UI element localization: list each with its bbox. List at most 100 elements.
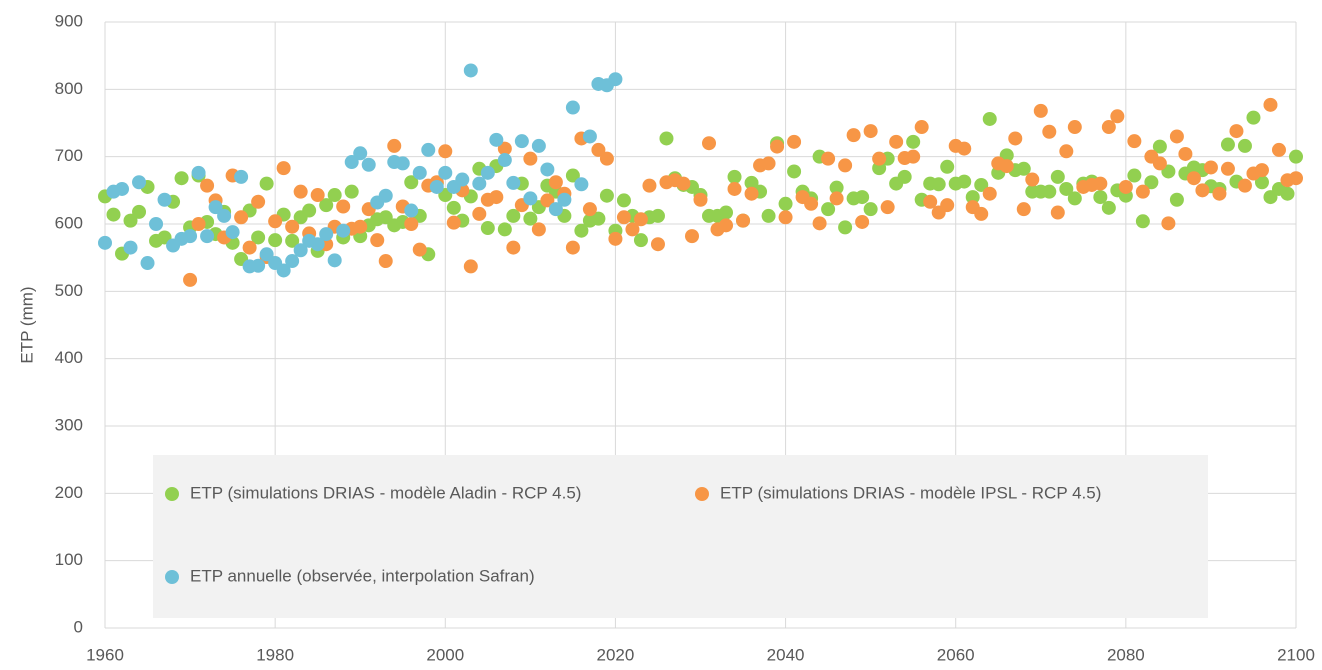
point [1127, 168, 1142, 183]
point [395, 156, 410, 171]
point [565, 168, 580, 183]
point [855, 214, 870, 229]
point [1008, 131, 1023, 146]
y-axis-label: ETP (mm) [17, 286, 36, 363]
point [446, 200, 461, 215]
point [438, 144, 453, 159]
point [353, 146, 368, 161]
point [1203, 160, 1218, 175]
legend-label: ETP (simulations DRIAS - modèle Aladin -… [190, 483, 581, 502]
point [633, 233, 648, 248]
point [174, 171, 189, 186]
point [821, 151, 836, 166]
point [1101, 120, 1116, 135]
point [497, 222, 512, 237]
point [293, 184, 308, 199]
point [906, 149, 921, 164]
point [1025, 172, 1040, 187]
point [421, 142, 436, 157]
point [132, 204, 147, 219]
point [565, 240, 580, 255]
point [940, 198, 955, 213]
point [999, 159, 1014, 174]
point [497, 141, 512, 156]
point [234, 210, 249, 225]
point [897, 169, 912, 184]
point [1144, 175, 1159, 190]
point [676, 176, 691, 191]
point [1118, 179, 1133, 194]
point [200, 229, 215, 244]
point [268, 214, 283, 229]
point [480, 165, 495, 180]
point [1237, 178, 1252, 193]
point [599, 151, 614, 166]
point [931, 177, 946, 192]
point [191, 217, 206, 231]
point [787, 164, 802, 179]
point [531, 222, 546, 237]
point [132, 175, 147, 190]
point [404, 175, 419, 190]
point [582, 129, 597, 144]
point [378, 188, 393, 203]
point [770, 139, 785, 154]
point [1271, 142, 1286, 157]
point [463, 63, 478, 78]
point [225, 225, 240, 240]
point [1093, 176, 1108, 191]
point [1033, 103, 1048, 118]
point [404, 217, 419, 231]
point [1016, 161, 1031, 176]
point [616, 193, 631, 208]
point [591, 142, 606, 157]
point [906, 134, 921, 149]
legend-label: ETP (simulations DRIAS - modèle IPSL - R… [720, 483, 1101, 502]
legend-marker [695, 487, 709, 501]
point [251, 230, 266, 245]
point [455, 172, 470, 187]
point [633, 212, 648, 227]
point [1152, 156, 1167, 171]
point [234, 169, 249, 184]
point [863, 124, 878, 139]
point [353, 219, 368, 234]
point [923, 194, 938, 209]
point [123, 240, 138, 255]
point [778, 210, 793, 225]
point [863, 202, 878, 217]
point [251, 194, 266, 209]
point [370, 233, 385, 248]
point [506, 175, 521, 190]
legend-label: ETP annuelle (observée, interpolation Sa… [190, 566, 535, 585]
point [540, 162, 555, 177]
point [1195, 183, 1210, 198]
point [787, 134, 802, 149]
point [1254, 163, 1269, 178]
point [1050, 169, 1065, 184]
point [310, 188, 325, 203]
point [293, 243, 308, 258]
point [200, 178, 215, 193]
point [1186, 171, 1201, 186]
y-tick-label: 800 [55, 79, 83, 98]
y-tick-label: 0 [74, 617, 83, 636]
point [506, 208, 521, 223]
point [276, 161, 291, 176]
point [982, 111, 997, 126]
point [412, 165, 427, 180]
point [276, 263, 291, 278]
point [982, 186, 997, 201]
point [387, 138, 402, 153]
point [1127, 134, 1142, 149]
point [310, 237, 325, 252]
point [1289, 149, 1303, 164]
point [489, 190, 504, 205]
point [344, 184, 359, 199]
x-tick-label: 2040 [767, 645, 805, 664]
x-tick-label: 2020 [597, 645, 635, 664]
point [565, 100, 580, 115]
point [327, 188, 342, 203]
point [319, 227, 334, 242]
point [285, 254, 300, 269]
